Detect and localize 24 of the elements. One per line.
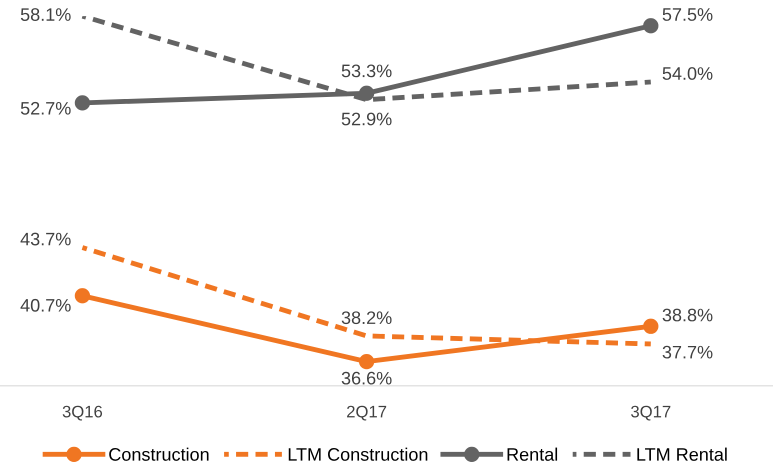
- data-label: 36.6%: [342, 372, 392, 385]
- data-label: 54.0%: [662, 67, 712, 80]
- data-label: 40.7%: [20, 298, 71, 312]
- x-tick-label: 3Q16: [62, 406, 102, 421]
- data-label: 53.3%: [342, 64, 392, 78]
- legend-label: LTM Construction: [288, 448, 428, 461]
- x-tick-label: 3Q17: [631, 406, 670, 421]
- data-label: 38.8%: [662, 308, 712, 322]
- point: [358, 354, 374, 370]
- data-label: 38.2%: [342, 311, 392, 324]
- data-label: 52.9%: [342, 112, 392, 126]
- point: [643, 318, 658, 334]
- point: [74, 95, 90, 111]
- point: [643, 18, 658, 34]
- point: [74, 288, 90, 304]
- data-label: 57.5%: [662, 8, 712, 21]
- legend-label: Construction: [109, 448, 208, 461]
- legend-label: Rental: [508, 448, 558, 461]
- data-label: 43.7%: [20, 232, 71, 246]
- data-label: 52.7%: [20, 102, 71, 115]
- data-label: 58.1%: [20, 8, 71, 21]
- legend-label: LTM Rental: [637, 448, 727, 461]
- x-tick-label: 2Q17: [347, 406, 386, 421]
- data-label: 37.7%: [662, 346, 712, 359]
